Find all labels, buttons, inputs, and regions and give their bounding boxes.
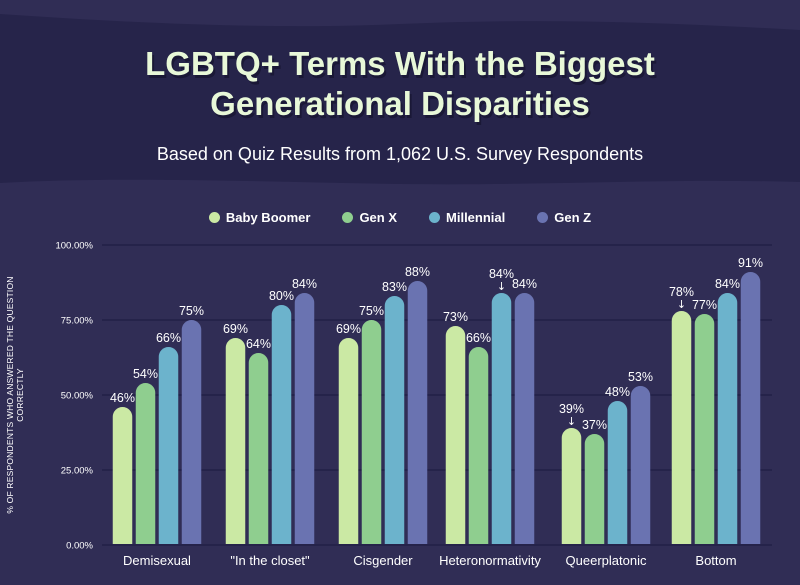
bar-demisexual-gen-x — [135, 383, 156, 545]
data-label: 48% — [605, 385, 630, 399]
data-label: 77% — [692, 298, 717, 312]
legend-item-millennial: Millennial — [429, 210, 505, 225]
legend-swatch-millennial — [429, 212, 441, 223]
data-label: 66% — [466, 331, 491, 345]
chart-subtitle: Based on Quiz Results from 1,062 U.S. Su… — [156, 144, 644, 164]
bar-bottom-millennial — [717, 293, 738, 545]
data-label: 83% — [382, 280, 407, 294]
legend-label: Baby Boomer — [225, 210, 311, 225]
bar-cisgender-gen-z — [407, 281, 428, 545]
data-label: 37% — [582, 418, 607, 432]
bar-bottom-gen-x — [694, 314, 715, 545]
legend-item-baby-boomer: Baby Boomer — [208, 210, 311, 225]
data-label: 78% — [669, 285, 694, 299]
y-tick-label: 75.00% — [61, 316, 94, 327]
data-label: 75% — [359, 304, 384, 318]
bar-cisgender-gen-x — [361, 320, 382, 545]
data-label: 84% — [512, 277, 537, 291]
data-label: 53% — [628, 370, 653, 384]
arrow-down-icon: ↓ — [567, 415, 576, 428]
chart-title-line-1: LGBTQ+ Terms With the Biggest — [145, 45, 655, 82]
bar-queerplatonic-gen-z — [630, 386, 651, 545]
header-band — [0, 14, 800, 185]
data-label: 84% — [292, 277, 317, 291]
bar-demisexual-millennial — [158, 347, 179, 545]
legend-item-gen-x: Gen X — [342, 210, 397, 225]
legend-swatch-baby-boomer — [208, 212, 220, 223]
data-label: 88% — [405, 265, 430, 279]
data-label: 66% — [156, 331, 181, 345]
x-tick-label: Cisgender — [353, 553, 413, 568]
arrow-down-icon: ↓ — [677, 298, 686, 311]
y-tick-label: 0.00% — [66, 541, 93, 552]
data-label: 84% — [715, 277, 740, 291]
legend-label: Gen X — [359, 210, 398, 225]
arrow-down-icon: ↓ — [497, 280, 506, 293]
data-label: 64% — [246, 337, 271, 351]
bar-queerplatonic-millennial — [607, 401, 628, 545]
data-label: 46% — [110, 391, 135, 405]
data-label: 54% — [133, 367, 158, 381]
bar-heteronormativity-baby-boomer — [445, 326, 466, 545]
legend: Baby Boomer Gen X Millennial Gen Z — [0, 210, 800, 225]
bar-in-the-closet-gen-z — [294, 293, 315, 545]
legend-label: Gen Z — [554, 210, 592, 225]
data-label: 80% — [269, 289, 294, 303]
legend-label: Millennial — [446, 210, 506, 225]
bar-queerplatonic-gen-x — [584, 434, 605, 545]
legend-swatch-gen-x — [342, 212, 354, 223]
data-label: 69% — [223, 322, 248, 336]
bar-bottom-baby-boomer — [671, 311, 692, 545]
bar-cisgender-baby-boomer — [338, 338, 359, 545]
data-label: 73% — [443, 310, 468, 324]
bar-queerplatonic-baby-boomer — [561, 428, 582, 545]
x-tick-label: Bottom — [695, 553, 736, 568]
bar-heteronormativity-millennial — [491, 293, 512, 545]
x-tick-label: Queerplatonic — [566, 553, 647, 568]
legend-swatch-gen-z — [537, 212, 549, 223]
chart-title-line-2: Generational Disparities — [210, 85, 590, 122]
chart-title: LGBTQ+ Terms With the Biggest Generation… — [0, 44, 800, 124]
bar-cisgender-millennial — [384, 296, 405, 545]
bar-heteronormativity-gen-z — [514, 293, 535, 545]
y-tick-label: 50.00% — [61, 391, 94, 402]
bar-bottom-gen-z — [740, 272, 761, 545]
x-tick-label: Heteronormativity — [439, 553, 541, 568]
legend-item-gen-z: Gen Z — [537, 210, 591, 225]
bar-in-the-closet-baby-boomer — [225, 338, 246, 545]
bar-demisexual-gen-z — [181, 320, 202, 545]
data-label: 84% — [489, 267, 514, 281]
data-label: 75% — [179, 304, 204, 318]
y-tick-label: 25.00% — [61, 466, 94, 477]
y-tick-label: 100.00% — [55, 241, 93, 252]
bar-in-the-closet-gen-x — [248, 353, 269, 545]
bar-demisexual-baby-boomer — [112, 407, 133, 545]
data-label: 39% — [559, 402, 584, 416]
x-tick-label: Demisexual — [123, 553, 191, 568]
bar-heteronormativity-gen-x — [468, 347, 489, 545]
data-label: 91% — [738, 256, 763, 270]
data-label: 69% — [336, 322, 361, 336]
bar-in-the-closet-millennial — [271, 305, 292, 545]
x-tick-label: "In the closet" — [230, 553, 310, 568]
